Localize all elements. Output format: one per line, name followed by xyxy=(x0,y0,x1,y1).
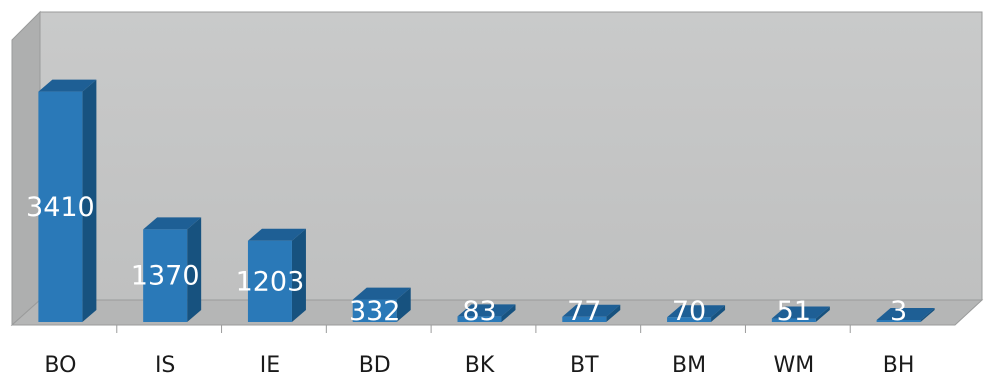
bar-side xyxy=(920,308,935,322)
bar-side xyxy=(82,79,97,322)
bar-front xyxy=(143,229,188,322)
category-label: BM xyxy=(672,353,706,378)
bar-front xyxy=(771,318,816,322)
bar-side xyxy=(187,217,202,322)
category-label: BH xyxy=(883,353,915,378)
bar-top xyxy=(457,304,516,317)
value-label: 1203 xyxy=(236,266,305,297)
bar-bk xyxy=(457,304,516,322)
bar-side xyxy=(396,287,411,322)
value-label: 332 xyxy=(349,296,401,327)
value-label: 3410 xyxy=(26,192,95,223)
category-label: IS xyxy=(155,353,175,378)
bar-front xyxy=(562,316,607,322)
bar-front xyxy=(876,320,921,322)
bar-top xyxy=(771,306,830,319)
category-label: BO xyxy=(44,353,76,378)
value-label: 3 xyxy=(890,296,907,327)
bar-top xyxy=(667,305,726,318)
bar-bd xyxy=(352,287,411,322)
bar-top xyxy=(247,228,306,241)
bar-front xyxy=(352,299,397,322)
bar-bh xyxy=(876,308,935,322)
bar-wm xyxy=(771,306,830,322)
bar-ie xyxy=(247,228,306,322)
category-label: BD xyxy=(359,353,391,378)
bar-bt xyxy=(562,304,621,322)
category-label: WM xyxy=(773,353,814,378)
bar-front xyxy=(667,317,712,322)
value-label: 83 xyxy=(462,296,496,327)
side-wall xyxy=(11,10,41,327)
bar-top xyxy=(352,287,411,300)
bar-side xyxy=(815,306,830,322)
category-label: BK xyxy=(465,353,495,378)
bar-side xyxy=(711,305,726,322)
value-label: 77 xyxy=(567,296,601,327)
x-axis-ticks xyxy=(116,325,851,333)
category-label: IE xyxy=(260,353,280,378)
bar-front xyxy=(457,316,502,322)
bars: 3410 1370 1203 332 83 77 70 51 3 xyxy=(26,79,935,327)
bar-bm xyxy=(667,305,726,322)
category-labels: BO IS IE BD BK BT BM WM BH xyxy=(44,353,914,378)
bar-side xyxy=(606,304,621,322)
bar-top xyxy=(38,79,97,92)
bar-side xyxy=(291,228,306,322)
bar-front xyxy=(247,240,292,322)
bar-bo xyxy=(38,79,97,322)
bar-top xyxy=(143,217,202,230)
bar-top xyxy=(562,304,621,317)
bar-front xyxy=(38,91,83,322)
value-label: 1370 xyxy=(131,261,200,292)
category-label: BT xyxy=(570,353,599,378)
value-label: 70 xyxy=(672,296,706,327)
bar-side xyxy=(501,304,516,322)
bar-is xyxy=(143,217,202,322)
bar-top xyxy=(876,308,935,320)
value-label: 51 xyxy=(777,296,811,327)
